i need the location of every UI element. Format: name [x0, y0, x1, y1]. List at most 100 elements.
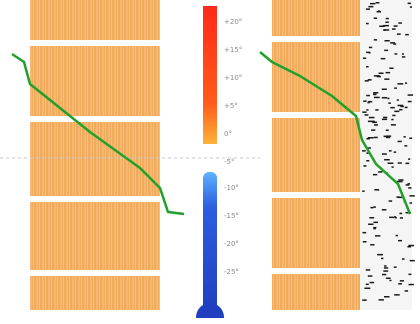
insulation-fleck — [375, 109, 379, 111]
scale-label: -10° — [224, 184, 239, 192]
insulation-fleck — [399, 212, 403, 215]
insulation-fleck — [388, 200, 393, 202]
insulation-fleck — [381, 118, 388, 121]
insulation-fleck — [393, 43, 397, 45]
insulation-fleck — [408, 244, 415, 247]
insulation-fleck — [373, 93, 377, 96]
right-wall — [272, 0, 360, 310]
insulation-fleck — [399, 108, 403, 111]
insulation-fleck — [408, 158, 411, 160]
insulation-fleck — [408, 283, 414, 286]
insulation-fleck — [367, 147, 371, 149]
insulation-fleck — [401, 53, 404, 55]
scale-label: 0° — [224, 130, 232, 138]
scale-label: +20° — [224, 18, 243, 26]
insulation-fleck — [407, 183, 411, 185]
insulation-fleck — [362, 150, 366, 152]
insulation-fleck — [388, 102, 391, 104]
insulation-fleck — [383, 116, 388, 119]
insulation-fleck — [405, 162, 410, 165]
scale-label: -20° — [224, 240, 239, 248]
insulation-fleck — [405, 82, 408, 84]
insulation-fleck — [405, 33, 409, 36]
insulation-fleck — [381, 257, 384, 260]
insulation-fleck — [363, 165, 367, 167]
insulation-fleck — [366, 22, 369, 25]
insulation-fleck — [390, 106, 395, 109]
insulation-fleck — [393, 25, 398, 27]
insulation-fleck — [391, 166, 394, 168]
insulation-fleck — [362, 190, 365, 192]
insulation-fleck — [407, 100, 412, 103]
insulation-fleck — [366, 66, 369, 68]
thermometer-bulb — [196, 302, 224, 318]
insulation-fleck — [396, 180, 403, 183]
insulation-fleck — [395, 234, 398, 237]
insulation-fleck — [365, 269, 371, 271]
insulation-fleck — [381, 97, 388, 99]
insulation-fleck — [383, 24, 389, 27]
insulation-fleck — [362, 241, 367, 243]
insulation-fleck — [387, 97, 390, 100]
insulation-fleck — [409, 6, 412, 8]
insulation-fleck — [398, 22, 402, 24]
insulation-fleck — [387, 162, 394, 164]
insulation-fleck — [393, 151, 397, 153]
left-wall-mortar-joints — [30, 40, 160, 276]
insulation-fleck — [373, 206, 376, 208]
insulation-fleck — [398, 239, 402, 242]
insulation-fleck — [378, 171, 383, 173]
insulation-fleck — [366, 152, 369, 154]
insulation-fleck — [377, 253, 383, 256]
insulation-fleck — [385, 135, 392, 137]
insulation-fleck — [385, 21, 389, 23]
insulation-fleck — [409, 202, 413, 204]
insulation-fleck — [403, 136, 406, 138]
insulation-fleck — [373, 39, 378, 41]
insulation-fleck — [399, 280, 404, 282]
insulation-fleck — [368, 5, 374, 8]
insulation-fleck — [384, 159, 390, 161]
insulation-fleck — [362, 111, 367, 113]
insulation-fleck — [384, 78, 390, 80]
insulation-fleck — [392, 114, 396, 117]
insulation-fleck — [379, 25, 385, 27]
insulation-layer — [360, 0, 415, 310]
insulation-fleck — [405, 184, 410, 186]
insulation-fleck — [374, 189, 378, 191]
insulation-fleck — [409, 137, 413, 139]
thermometer-warm-bar — [203, 6, 217, 144]
insulation-fleck — [366, 160, 370, 162]
insulation-fleck — [376, 189, 380, 191]
insulation-fleck — [373, 226, 377, 229]
insulation-fleck — [389, 67, 394, 69]
insulation-fleck — [366, 138, 370, 140]
insulation-fleck — [378, 72, 384, 74]
thermometer-cold-bar — [203, 172, 217, 312]
insulation-fleck — [384, 265, 387, 267]
insulation-fleck — [396, 99, 399, 101]
insulation-fleck — [385, 277, 391, 279]
insulation-fleck — [407, 2, 411, 5]
insulation-fleck — [368, 100, 373, 103]
insulation-fleck — [409, 195, 415, 197]
insulation-fleck — [366, 51, 370, 54]
insulation-fleck — [396, 196, 400, 198]
insulation-fleck — [407, 94, 414, 96]
insulation-fleck — [385, 136, 391, 139]
insulation-fleck — [370, 244, 375, 246]
insulation-fleck — [362, 57, 367, 59]
insulation-fleck — [391, 118, 394, 121]
insulation-fleck — [383, 267, 389, 269]
insulation-fleck — [385, 129, 389, 131]
insulation-fleck — [408, 273, 412, 276]
insulation-fleck — [367, 120, 374, 123]
insulation-fleck — [392, 28, 396, 30]
insulation-fleck — [382, 273, 387, 276]
insulation-fleck — [381, 88, 387, 90]
insulation-fleck — [371, 129, 376, 131]
insulation-fleck — [384, 296, 390, 298]
scale-label: +15° — [224, 46, 243, 54]
insulation-fleck — [399, 217, 403, 219]
insulation-fleck — [385, 17, 389, 20]
